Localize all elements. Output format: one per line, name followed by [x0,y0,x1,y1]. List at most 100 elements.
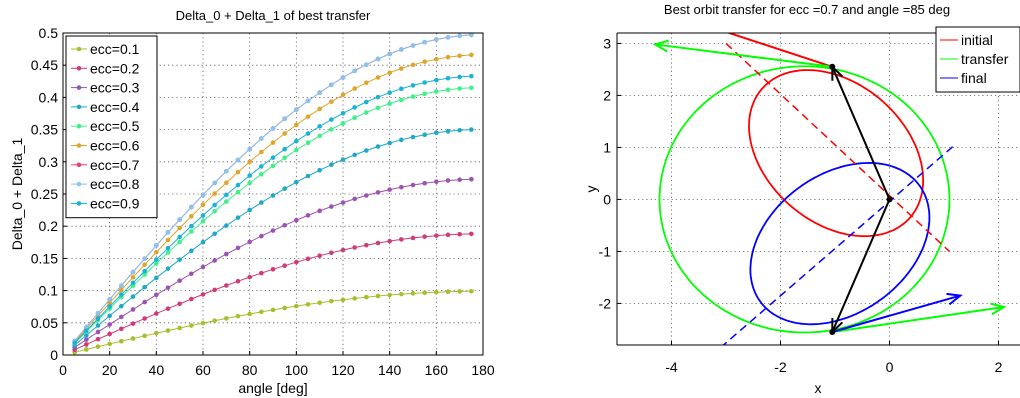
left-x-tick-label: 80 [242,362,258,378]
left-series-point [352,68,357,74]
left-series-point [130,274,136,280]
left-series-point [165,285,171,290]
left-series-point [364,62,369,67]
right-y-tick-label: 0 [603,191,611,207]
left-series-point [434,233,439,238]
left-legend-item: ecc=0.2 [71,60,140,76]
right-legend-label: final [961,70,987,86]
left-series-point [142,272,147,277]
left-series-point [107,297,112,302]
left-series-point [224,223,229,228]
right-y-tick-label: -1 [599,243,612,259]
radius-vector-arrow-shaft [831,199,891,333]
velocity-arrow-head [990,302,1007,316]
right-orbits [652,33,1007,345]
left-series-point [200,320,206,326]
left-series-point [294,107,299,112]
left-chart-title: Delta_0 + Delta_1 of best transfer [176,8,371,23]
left-series-point [317,167,322,173]
left-series-point [340,157,346,162]
left-series-point [352,105,357,110]
left-series-point [165,266,171,271]
left-series-point [107,300,112,306]
left-series-point [270,307,276,313]
left-series-point [282,155,287,161]
left-series-point [154,275,159,281]
left-series-point [410,62,416,68]
velocity-arrow-shaft [832,306,1005,333]
left-series-point [165,328,171,333]
left-series-point [235,182,241,188]
left-series-point [154,257,159,262]
left-series-point [329,82,334,88]
left-series-point [282,222,287,228]
left-legend-label: ecc=0.3 [90,80,140,96]
left-series-point [282,263,287,268]
right-legend: initial transfer final [935,26,1020,93]
left-series-point [294,179,299,185]
left-legend-label: ecc=0.1 [90,41,140,57]
velocity-arrow [652,39,833,68]
left-series-point [212,202,217,208]
left-legend: ecc=0.1 ecc=0.2 ecc=0.3 ecc=0.4 ecc=0.5 ecc=0… [65,35,158,219]
left-series-point [329,117,334,122]
left-legend-swatch-marker [76,66,82,71]
left-series-point [200,213,206,218]
left-series-point [259,164,264,169]
left-series-point [259,171,264,177]
left-series-point [329,250,334,256]
left-y-tick-label: 0 [50,347,58,363]
left-series-point [142,299,147,305]
left-legend-swatch-marker [76,123,82,129]
left-series-point [247,207,252,213]
left-series-point [270,163,276,169]
right-x-axis-label: x [815,380,822,396]
left-series-point [340,75,346,80]
left-y-tick-label: 0.15 [31,250,58,266]
left-series-point [387,90,392,96]
left-series-point [294,259,299,265]
left-series-point [469,176,474,182]
left-series-point [130,321,136,326]
left-series-point [165,306,171,311]
left-legend-swatch-marker [76,143,82,148]
left-series-point [457,86,462,91]
right-y-tick-label: 3 [603,35,611,51]
left-series-point [95,344,101,349]
left-series-point [189,204,194,210]
left-series-point [200,218,206,224]
right-ticks: -4 -2 0 2 -2 -1 0 1 2 3 [599,35,1003,375]
left-series-point [95,316,101,321]
left-series-point [224,251,229,257]
left-series-point [282,186,287,191]
left-series-point [84,342,89,347]
left-series-point [189,271,194,277]
left-series-point [445,75,451,81]
left-series-point [259,200,264,205]
left-series-point [95,323,101,328]
left-series-point [270,267,276,272]
left-series-point [119,283,124,288]
left-series-point [387,187,392,192]
orbit-initial [748,69,924,238]
left-series-point [119,338,124,344]
left-y-tick-label: 0.1 [39,283,59,299]
left-series-point [340,92,346,98]
left-series-ecc=0.4 [72,127,474,348]
left-series-point [445,232,451,238]
left-series-point [399,66,404,71]
key-point [829,329,836,335]
left-series-point [364,110,369,115]
left-series-point [247,180,252,186]
left-series-point [410,182,416,188]
left-series-point [212,231,217,237]
left-x-tick-label: 60 [195,362,211,378]
left-series-point [387,292,392,298]
left-series-point [445,54,451,60]
left-x-tick-label: 120 [331,362,355,378]
left-series-point [410,235,416,241]
left-series-point [434,179,439,184]
left-legend-label: ecc=0.4 [90,99,140,115]
right-legend-label: initial [961,32,993,48]
left-series-point [457,33,462,39]
